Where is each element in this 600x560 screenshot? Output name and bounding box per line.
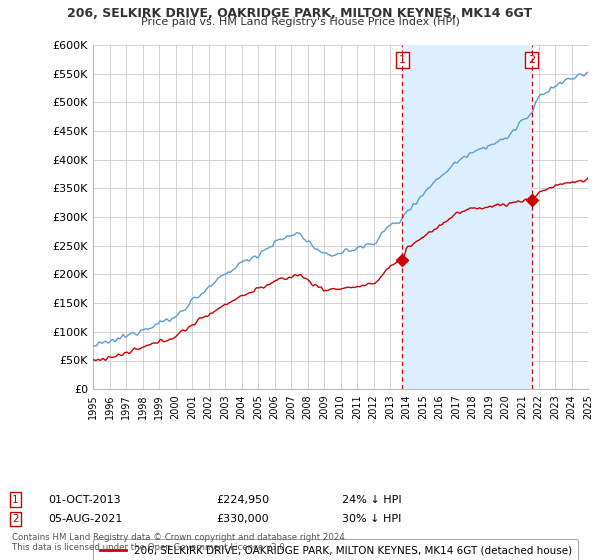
Text: This data is licensed under the Open Government Licence v3.0.: This data is licensed under the Open Gov…	[12, 543, 287, 552]
Text: 24% ↓ HPI: 24% ↓ HPI	[342, 494, 401, 505]
Bar	[403, 45, 532, 389]
Text: 1: 1	[399, 55, 406, 65]
Text: 05-AUG-2021: 05-AUG-2021	[48, 514, 122, 524]
Text: 2: 2	[12, 514, 19, 524]
Text: £330,000: £330,000	[216, 514, 269, 524]
Text: Contains HM Land Registry data © Crown copyright and database right 2024.: Contains HM Land Registry data © Crown c…	[12, 533, 347, 542]
Legend: 206, SELKIRK DRIVE, OAKRIDGE PARK, MILTON KEYNES, MK14 6GT (detached house), HPI: 206, SELKIRK DRIVE, OAKRIDGE PARK, MILTO…	[93, 539, 578, 560]
Text: 206, SELKIRK DRIVE, OAKRIDGE PARK, MILTON KEYNES, MK14 6GT: 206, SELKIRK DRIVE, OAKRIDGE PARK, MILTO…	[67, 7, 533, 20]
Text: £224,950: £224,950	[216, 494, 269, 505]
Text: 01-OCT-2013: 01-OCT-2013	[48, 494, 121, 505]
Text: 30% ↓ HPI: 30% ↓ HPI	[342, 514, 401, 524]
Text: Price paid vs. HM Land Registry's House Price Index (HPI): Price paid vs. HM Land Registry's House …	[140, 17, 460, 27]
Text: 1: 1	[12, 494, 19, 505]
Text: 2: 2	[528, 55, 535, 65]
